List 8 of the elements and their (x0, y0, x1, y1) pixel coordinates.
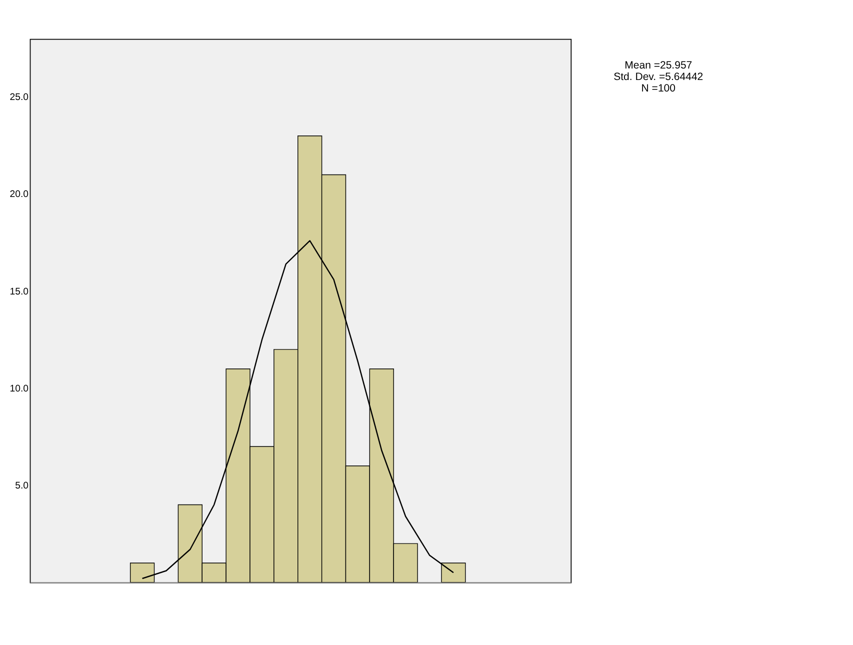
text: N =100 (641, 82, 676, 94)
text: Mean =25.957 (624, 60, 692, 72)
y-tick-label: 5.0 (15, 480, 28, 492)
y-tick-label: 20.0 (10, 189, 28, 200)
text: Std. Dev. =5.64442 (614, 71, 704, 84)
y-tick-label: 15.0 (10, 286, 28, 298)
y-tick-label: 10.0 (10, 383, 28, 394)
y-tick-label: 25.0 (10, 92, 28, 104)
